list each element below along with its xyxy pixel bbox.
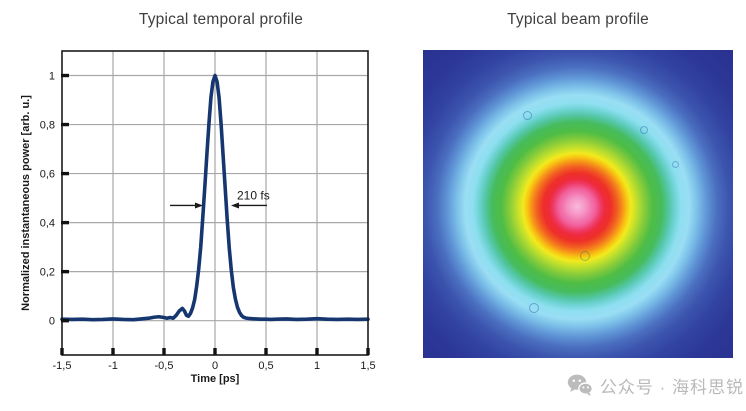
y-tick (61, 122, 69, 127)
x-tick-label: -1 (108, 360, 118, 372)
beam-artifact (579, 251, 590, 262)
x-tick (213, 348, 217, 355)
y-tick (61, 269, 69, 274)
y-tick (61, 171, 69, 176)
x-tick-label: 1,5 (360, 360, 375, 372)
y-tick-label: 1 (49, 71, 55, 83)
x-tick-label: -1,5 (53, 360, 72, 372)
y-tick-label: 0,2 (40, 267, 55, 279)
pulse-curve (60, 73, 370, 322)
beam-artifact (529, 302, 540, 313)
x-tick-label: 0 (212, 360, 218, 372)
beam-artifact (640, 125, 649, 134)
x-tick-label: -0,5 (155, 360, 174, 372)
x-tick (315, 348, 319, 355)
y-tick (61, 318, 69, 323)
beam-profile-image (423, 50, 733, 358)
fwhm-arrow-right-head (231, 202, 239, 209)
temporal-profile-title: Typical temporal profile (138, 11, 304, 28)
x-tick-label: 0,5 (258, 360, 273, 372)
y-tick-label: 0,6 (40, 169, 55, 181)
y-tick (61, 220, 69, 225)
y-axis-label: Normalized instantaneous power [arb. u.] (20, 95, 32, 311)
x-tick (60, 348, 64, 355)
beam-artifact (523, 110, 533, 120)
x-axis-label: Time [ps] (191, 373, 240, 385)
x-tick (366, 348, 370, 355)
fwhm-annotation-label: 210 fs (237, 188, 270, 202)
x-tick (264, 348, 268, 355)
x-tick (111, 348, 115, 355)
y-tick-label: 0 (49, 316, 55, 328)
x-tick-label: 1 (314, 360, 320, 372)
x-tick (162, 348, 166, 355)
beam-artifact (671, 160, 679, 168)
fwhm-arrow-left-head (195, 202, 203, 209)
y-tick (61, 73, 69, 78)
temporal-profile-chart: -1,5 -1 -0,5 0 0,5 1 1,5 0 0,2 0,4 0,6 0,8 1 Time [ps… (20, 50, 376, 385)
wechat-icon (567, 374, 593, 396)
y-tick-label: 0,4 (40, 218, 55, 230)
watermark-text: 公众号 · 海科思锐 (599, 377, 744, 397)
y-tick-label: 0,8 (40, 120, 55, 132)
watermark: 公众号 · 海科思锐 (567, 369, 744, 401)
beam-profile-title: Typical beam profile (507, 11, 649, 28)
